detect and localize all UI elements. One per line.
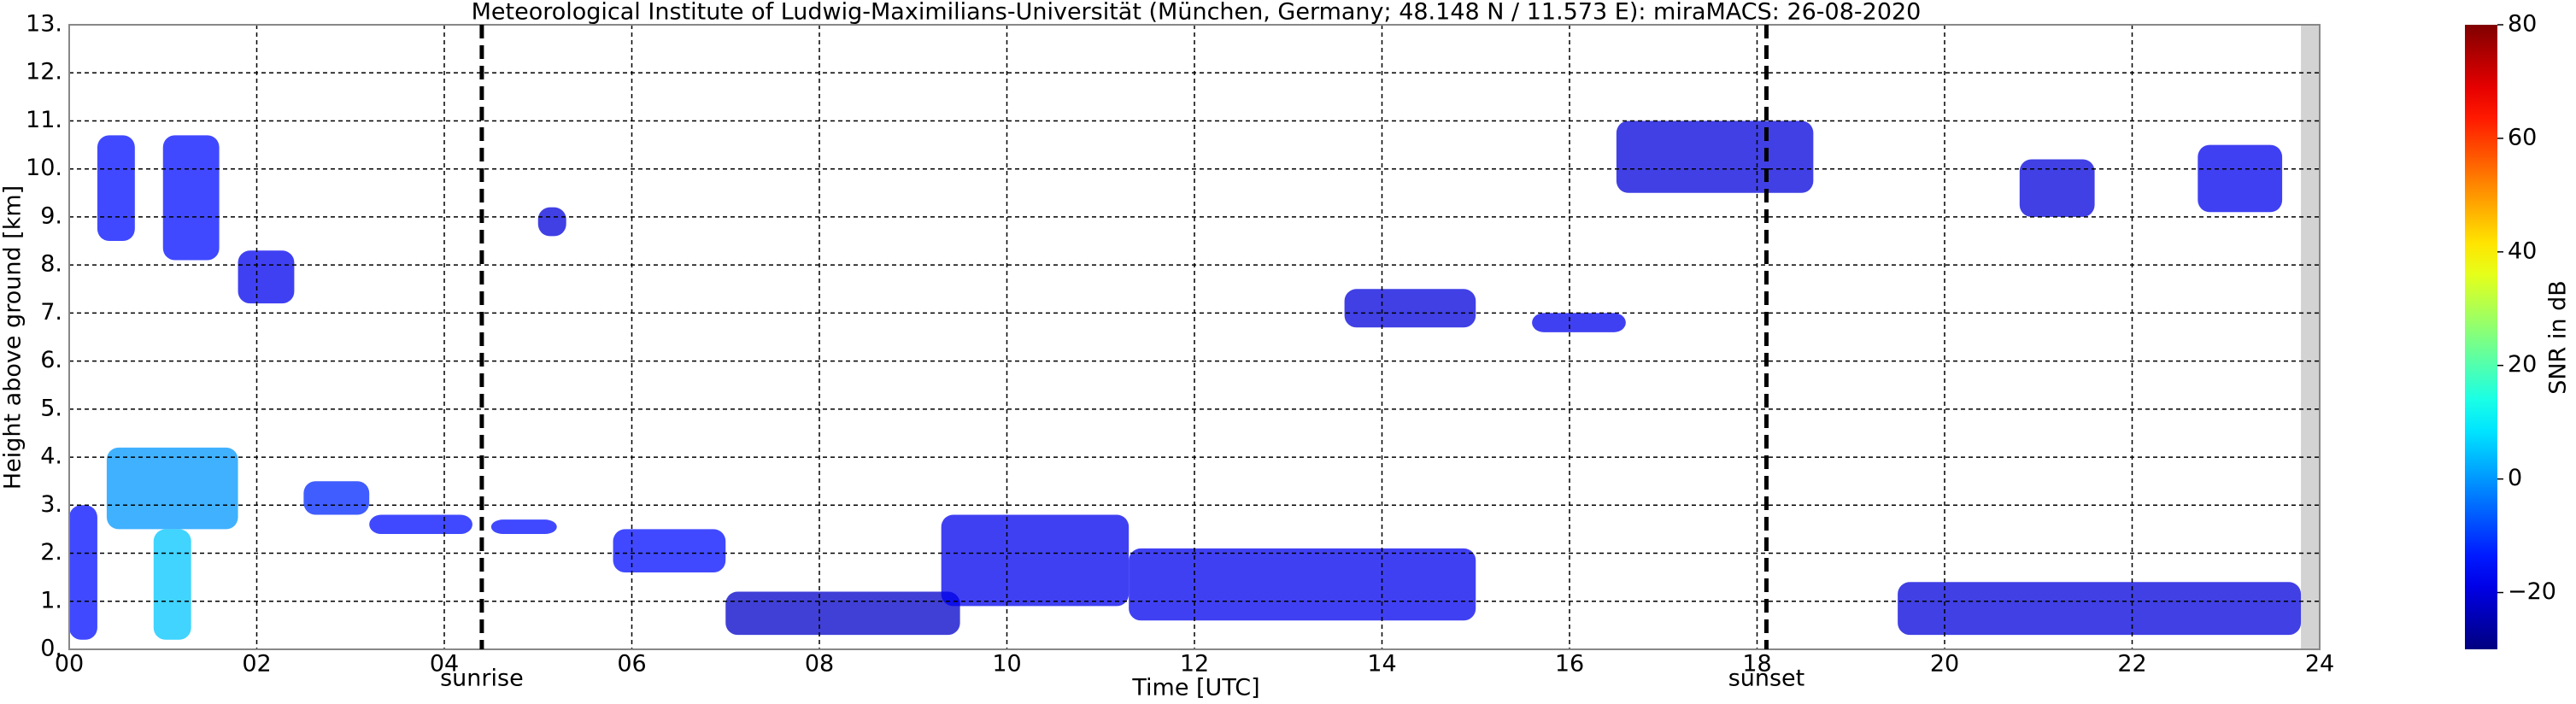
echo-region	[303, 481, 370, 515]
sun-marker-label: sunrise	[440, 666, 524, 692]
y-tick-label: 3.	[40, 491, 62, 518]
echo-region	[941, 514, 1130, 607]
sun-marker-label: sunset	[1728, 666, 1805, 692]
chart-title: Meteorological Institute of Ludwig-Maxim…	[472, 0, 1922, 26]
echo-region	[2019, 159, 2095, 217]
plot-frame	[68, 24, 2321, 650]
colorbar-tick-label: 20	[2508, 351, 2537, 378]
y-tick-label: 6.	[40, 347, 62, 373]
colorbar-tick-label: 80	[2508, 11, 2537, 38]
x-axis-label: Time [UTC]	[1131, 675, 1259, 701]
x-tick-label: 20	[1930, 651, 1959, 678]
echo-region	[490, 519, 557, 535]
y-axis-label: Height above ground [km]	[0, 185, 26, 490]
x-tick-label: 10	[992, 651, 1021, 678]
colorbar-tick-label: 60	[2508, 124, 2537, 150]
y-tick-label: 4.	[40, 443, 62, 470]
echo-region	[153, 529, 191, 640]
colorbar	[2465, 25, 2497, 649]
colorbar-label: SNR in dB	[2545, 280, 2572, 395]
echo-region	[2198, 144, 2283, 213]
echo-region	[1898, 582, 2302, 636]
y-tick-label: 8.	[40, 251, 62, 278]
echo-region	[369, 514, 472, 535]
echo-region	[238, 250, 295, 304]
colorbar-tick-label: 0	[2508, 465, 2522, 491]
echo-region	[97, 135, 135, 242]
echo-region	[106, 447, 238, 530]
y-tick-label: 12.	[26, 59, 62, 85]
x-tick-label: 06	[617, 651, 646, 678]
y-tick-label: 9.	[40, 202, 62, 229]
x-tick-label: 02	[242, 651, 271, 678]
y-tick-label: 1.	[40, 587, 62, 613]
x-tick-label: 12	[1180, 651, 1209, 678]
x-tick-label: 08	[805, 651, 834, 678]
y-tick-label: 13.	[26, 11, 62, 38]
y-tick-label: 7.	[40, 299, 62, 326]
y-tick-label: 5.	[40, 395, 62, 421]
echo-region	[1344, 289, 1476, 328]
x-tick-label: 24	[2305, 651, 2334, 678]
y-tick-label: 10.	[26, 155, 62, 181]
x-tick-label: 18	[1742, 651, 1771, 678]
y-tick-label: 0.	[40, 636, 62, 662]
echo-region	[1532, 313, 1626, 332]
echo-region	[162, 135, 220, 261]
echo-region	[1616, 120, 1814, 193]
y-tick-label: 2.	[40, 539, 62, 566]
y-tick-label: 11.	[26, 107, 62, 133]
echo-region	[613, 529, 726, 573]
echo-region	[1129, 548, 1476, 621]
colorbar-tick-label: −20	[2508, 578, 2556, 605]
x-tick-label: 14	[1367, 651, 1396, 678]
echo-region	[69, 505, 97, 640]
x-tick-label: 04	[430, 651, 459, 678]
no-data-band	[2301, 25, 2320, 649]
x-tick-label: 00	[55, 651, 84, 678]
colorbar-tick-label: 40	[2508, 238, 2537, 264]
echo-region	[725, 591, 960, 636]
echo-region	[537, 207, 566, 237]
x-tick-label: 22	[2117, 651, 2146, 678]
x-tick-label: 16	[1555, 651, 1584, 678]
